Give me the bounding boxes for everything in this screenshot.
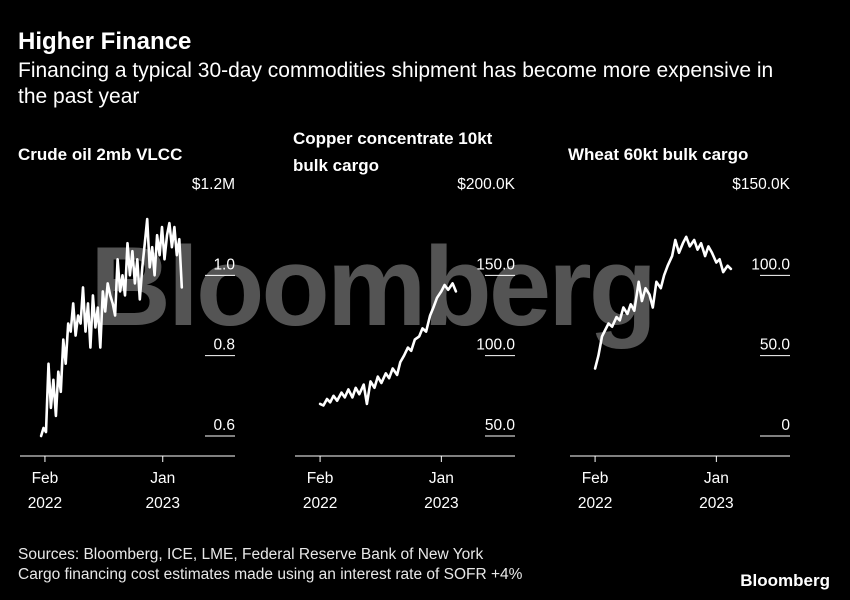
y-tick-label: 150.0 <box>476 256 515 273</box>
x-tick-label: 2023 <box>424 495 458 512</box>
chart-title: Higher Finance <box>18 28 192 55</box>
x-tick-label: 2023 <box>145 495 179 512</box>
series-line <box>593 235 733 370</box>
y-tick-label: 100.0 <box>476 337 515 354</box>
x-tick-label: Jan <box>429 470 454 487</box>
x-tick-label: Feb <box>582 470 609 487</box>
panel-title: Wheat 60kt bulk cargo <box>568 145 748 164</box>
y-tick-label: 50.0 <box>485 417 516 434</box>
y-tick-label: $150.0K <box>732 176 790 193</box>
x-tick-label: 2022 <box>28 495 62 512</box>
y-tick-label: 1.0 <box>213 256 235 273</box>
bloomberg-logo: Bloomberg <box>740 571 830 590</box>
y-tick-label: $1.2M <box>192 176 235 193</box>
x-tick-label: 2022 <box>303 495 337 512</box>
methodology-note: Cargo financing cost estimates made usin… <box>18 566 523 583</box>
panel-title: Copper concentrate 10kt <box>293 129 493 148</box>
y-tick-label: 0 <box>781 417 790 434</box>
y-tick-label: $200.0K <box>457 176 515 193</box>
y-tick-label: 100.0 <box>751 256 790 273</box>
x-tick-label: Jan <box>704 470 729 487</box>
y-tick-label: 50.0 <box>760 337 791 354</box>
y-tick-label: 0.8 <box>213 337 235 354</box>
x-tick-label: Jan <box>150 470 175 487</box>
source-note: Sources: Bloomberg, ICE, LME, Federal Re… <box>18 545 522 585</box>
chart-subtitle: Financing a typical 30-day commodities s… <box>18 59 774 108</box>
series-line <box>318 282 458 407</box>
x-tick-label: Feb <box>307 470 334 487</box>
x-tick-label: 2022 <box>578 495 612 512</box>
series-line <box>39 217 184 438</box>
y-tick-label: 0.6 <box>213 417 235 434</box>
x-tick-label: 2023 <box>699 495 733 512</box>
panel-title: bulk cargo <box>293 156 379 175</box>
source-line: Sources: Bloomberg, ICE, LME, Federal Re… <box>18 546 484 563</box>
x-tick-label: Feb <box>32 470 59 487</box>
panel-title: Crude oil 2mb VLCC <box>18 145 182 164</box>
